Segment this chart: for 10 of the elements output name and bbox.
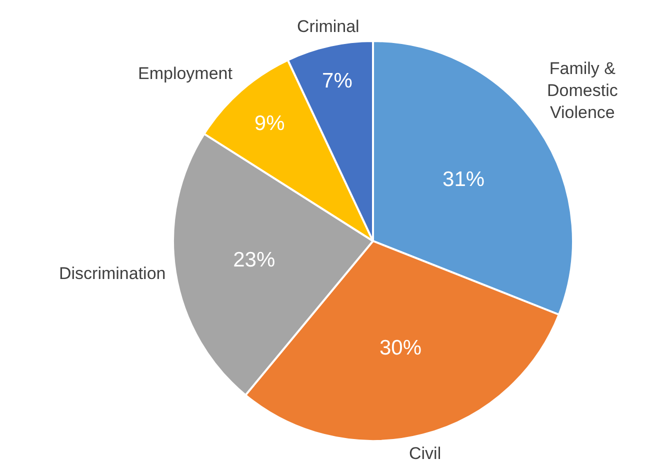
slice-label: Employment: [138, 64, 233, 83]
data-label: 9%: [254, 112, 285, 136]
slice-label: Civil: [409, 444, 442, 463]
slice-label: Discrimination: [59, 264, 166, 283]
data-label: 31%: [442, 168, 485, 191]
data-label: 23%: [233, 248, 276, 272]
slice-label: Criminal: [297, 17, 360, 36]
data-label: 7%: [322, 69, 352, 92]
data-label: 30%: [379, 336, 422, 360]
slice-label: Family & Domestic Violence: [547, 59, 618, 122]
